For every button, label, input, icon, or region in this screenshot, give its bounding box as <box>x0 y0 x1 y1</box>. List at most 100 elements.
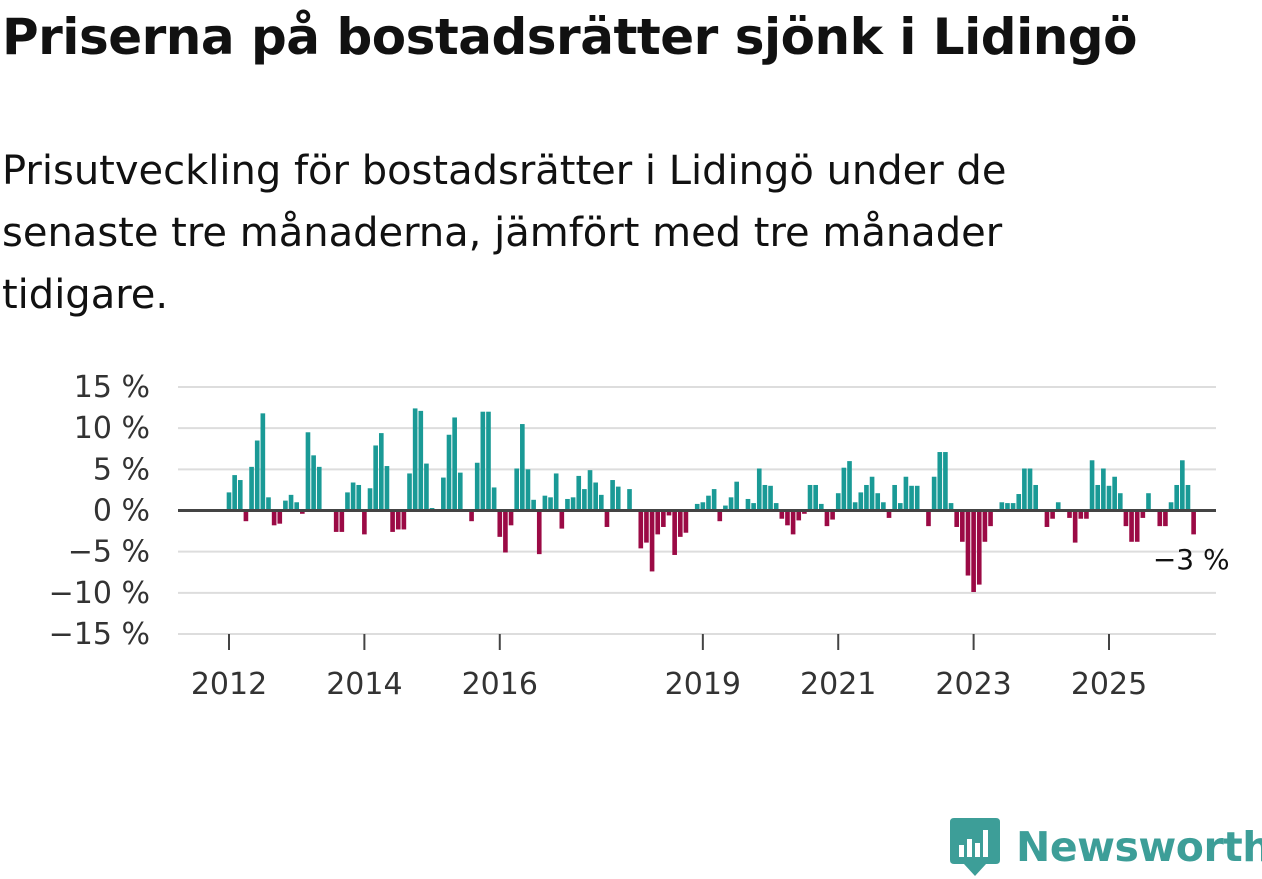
bar <box>249 466 254 511</box>
bar <box>773 503 779 511</box>
bar <box>610 480 615 511</box>
bar <box>818 503 824 511</box>
bar <box>350 482 356 511</box>
bar <box>1022 468 1027 511</box>
bar <box>226 492 232 511</box>
bar <box>756 468 762 511</box>
bar <box>954 510 960 527</box>
bar <box>1072 510 1078 543</box>
bar <box>559 510 565 529</box>
bar <box>390 510 395 532</box>
bar <box>666 510 672 516</box>
bar <box>762 484 768 511</box>
bar <box>1044 510 1050 527</box>
bar <box>931 476 937 511</box>
newsworthy-logo-icon <box>950 818 1000 876</box>
bar <box>1101 468 1106 511</box>
bar <box>700 502 706 511</box>
x-tick-label: 2023 <box>935 667 1011 702</box>
bar <box>1016 494 1022 511</box>
bar <box>474 462 480 511</box>
bar <box>897 503 903 511</box>
bar <box>486 411 491 511</box>
bar <box>644 510 649 543</box>
bar <box>909 485 914 511</box>
bar <box>965 510 971 576</box>
y-tick-label: −5 % <box>68 535 150 570</box>
bar <box>655 510 661 535</box>
bar <box>1027 468 1033 511</box>
bar <box>339 510 345 532</box>
bar <box>469 510 474 522</box>
bar <box>508 510 514 526</box>
bar <box>875 493 881 511</box>
bar <box>283 500 288 511</box>
chart-subtitle: Prisutveckling för bostadsrätter i Lidin… <box>2 148 1007 318</box>
bar <box>943 452 948 511</box>
bar <box>937 452 943 511</box>
bar <box>1146 493 1151 511</box>
y-tick-label: −15 % <box>49 617 150 652</box>
bar <box>395 510 401 530</box>
bar <box>852 502 858 511</box>
bar <box>976 510 982 585</box>
bar <box>480 411 486 511</box>
x-tick-label: 2021 <box>800 667 876 702</box>
bar <box>260 413 266 511</box>
bar <box>948 503 954 511</box>
bar <box>237 480 243 511</box>
bar <box>1106 485 1112 511</box>
bar <box>565 498 570 511</box>
y-tick-label: 0 % <box>93 494 150 529</box>
bars <box>226 408 1196 593</box>
bar <box>424 463 429 511</box>
bar <box>232 475 237 511</box>
bar <box>847 461 852 511</box>
bar <box>294 502 300 511</box>
bar <box>407 473 412 511</box>
bar <box>802 510 807 514</box>
bar <box>311 455 316 511</box>
bar <box>779 510 785 519</box>
bar <box>384 466 390 511</box>
y-tick-label: −10 % <box>49 576 150 611</box>
bar <box>401 510 407 530</box>
bar <box>604 510 610 527</box>
bar <box>1140 510 1146 518</box>
bar <box>723 505 728 511</box>
newsworthy-logo: Newsworthy <box>950 818 1262 876</box>
bar <box>497 510 503 537</box>
bar <box>576 475 582 511</box>
bar <box>333 510 339 532</box>
y-tick-label: 10 % <box>74 411 150 446</box>
bar <box>706 495 711 511</box>
bar <box>356 484 362 511</box>
brand-name: Newsworthy <box>1016 823 1262 871</box>
bar <box>649 510 655 572</box>
bar <box>300 510 305 514</box>
bar <box>1095 484 1101 511</box>
bar <box>677 510 683 537</box>
bar <box>1123 510 1129 527</box>
bar <box>316 466 322 511</box>
bar <box>711 489 717 511</box>
bar <box>864 484 869 511</box>
bar <box>598 494 604 511</box>
bar <box>446 434 452 511</box>
bar <box>717 510 723 522</box>
bar <box>728 497 734 511</box>
bar <box>683 510 689 533</box>
bar <box>582 489 587 511</box>
bar <box>243 510 249 522</box>
bar <box>520 424 525 511</box>
bar <box>514 468 520 511</box>
bar <box>587 470 593 511</box>
bar <box>1163 510 1168 527</box>
bar <box>362 510 367 535</box>
bar <box>841 467 847 511</box>
bar <box>254 440 260 511</box>
bar <box>960 510 965 542</box>
bar <box>266 497 271 511</box>
bar <box>1050 510 1055 519</box>
bar <box>441 477 446 511</box>
